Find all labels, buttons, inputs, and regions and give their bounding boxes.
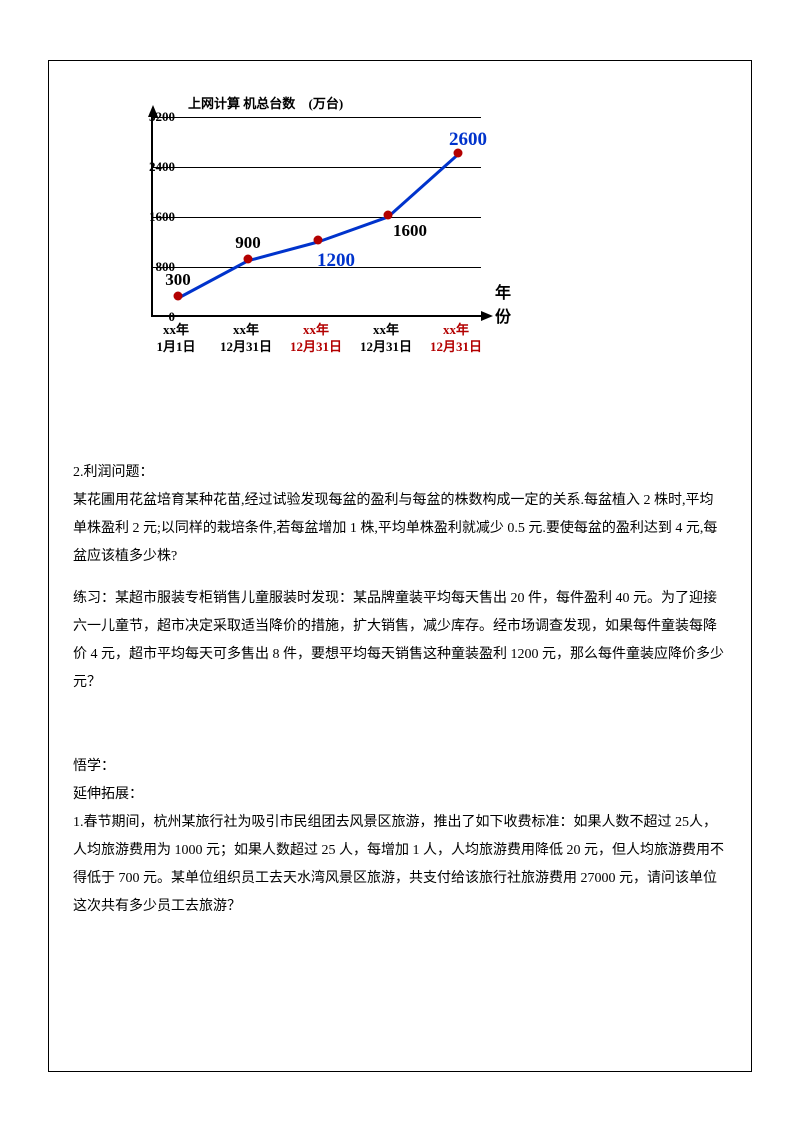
y-tick-label: 800: [156, 259, 176, 275]
y-tick-label: 1600: [149, 209, 175, 225]
extension-heading: 延伸拓展：: [73, 781, 727, 809]
data-point: [314, 236, 323, 245]
data-label: 1200: [317, 250, 355, 272]
section-2-body: 某花圃用花盆培育某种花苗,经过试验发现每盆的盈利与每盆的株数构成一定的关系.每盆…: [73, 487, 727, 571]
y-tick-label: 3200: [149, 109, 175, 125]
plot-area: 300900120016002600 年份: [151, 117, 481, 317]
section-2: 2.利润问题： 某花圃用花盆培育某种花苗,经过试验发现每盆的盈利与每盆的株数构成…: [73, 459, 727, 571]
trend-segment: [388, 155, 458, 218]
chart-title-units: (万台): [309, 96, 344, 111]
data-label: 1600: [393, 221, 427, 241]
data-point: [244, 254, 253, 263]
trend-line-svg: [153, 117, 483, 317]
x-tick-label: xx年12月31日: [283, 322, 349, 356]
section-2-heading: 2.利润问题：: [73, 459, 727, 487]
chart-title-main: 上网计算 机总台数: [188, 96, 295, 111]
chart-title: 上网计算 机总台数 (万台): [188, 93, 343, 112]
extension-body: 1.春节期间，杭州某旅行社为吸引市民组团去风景区旅游，推出了如下收费标准：如果人…: [73, 809, 727, 921]
page-border: 上网计算 机总台数 (万台) 300900120016002600 年份 080…: [48, 60, 752, 1072]
y-tick-label: 2400: [149, 159, 175, 175]
wuxue: 悟学： 延伸拓展： 1.春节期间，杭州某旅行社为吸引市民组团去风景区旅游，推出了…: [73, 753, 727, 921]
chart: 上网计算 机总台数 (万台) 300900120016002600 年份 080…: [93, 89, 513, 369]
data-point: [174, 292, 183, 301]
practice-body: 练习：某超市服装专柜销售儿童服装时发现：某品牌童装平均每天售出 20 件，每件盈…: [73, 585, 727, 697]
data-point: [384, 211, 393, 220]
x-tick-label: xx年1月1日: [143, 322, 209, 356]
x-tick-label: xx年12月31日: [423, 322, 489, 356]
x-tick-label: xx年12月31日: [353, 322, 419, 356]
data-label: 900: [235, 233, 261, 253]
x-tick-label: xx年12月31日: [213, 322, 279, 356]
wuxue-heading: 悟学：: [73, 753, 727, 781]
x-axis-title: 年份: [495, 279, 511, 327]
practice: 练习：某超市服装专柜销售儿童服装时发现：某品牌童装平均每天售出 20 件，每件盈…: [73, 585, 727, 697]
data-label: 2600: [449, 129, 487, 151]
trend-segment: [318, 217, 388, 242]
